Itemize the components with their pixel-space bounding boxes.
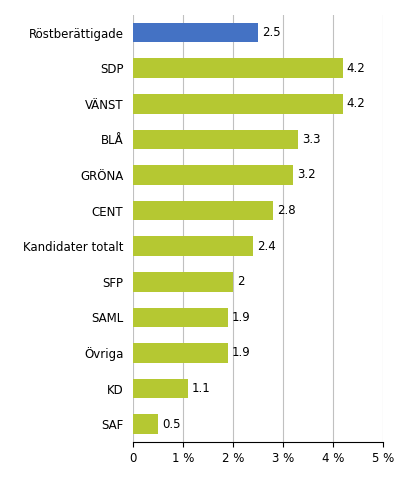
Text: 3.2: 3.2 (297, 168, 315, 181)
Text: 4.2: 4.2 (347, 62, 366, 75)
Bar (133, 58, 343, 78)
Bar (133, 23, 258, 42)
Text: 2.5: 2.5 (262, 26, 280, 39)
Bar (133, 307, 228, 327)
Bar (133, 94, 343, 113)
Text: 2: 2 (237, 275, 245, 288)
Bar (133, 201, 273, 220)
Text: 2.4: 2.4 (257, 240, 276, 252)
Bar (133, 414, 158, 434)
Bar (133, 379, 188, 398)
Bar (133, 272, 233, 292)
Bar (133, 236, 253, 256)
Text: 4.2: 4.2 (347, 97, 366, 110)
Text: 3.3: 3.3 (302, 133, 320, 146)
Bar (133, 130, 298, 149)
Text: 2.8: 2.8 (277, 204, 295, 217)
Bar (133, 343, 228, 363)
Bar (133, 165, 293, 185)
Text: 0.5: 0.5 (162, 418, 181, 431)
Text: 1.1: 1.1 (192, 382, 211, 395)
Text: 1.9: 1.9 (232, 311, 251, 324)
Text: 1.9: 1.9 (232, 347, 251, 359)
